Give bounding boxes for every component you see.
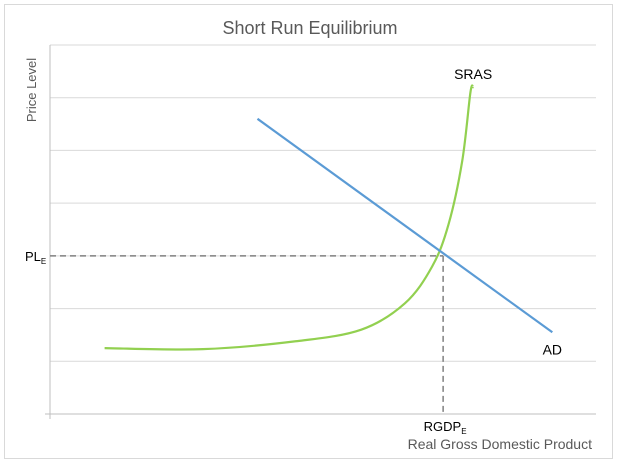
series-labels: SRAS AD xyxy=(454,66,562,357)
price-tick-label: PLE xyxy=(25,249,46,266)
equilibrium-tick-labels: PLE RGDPE xyxy=(25,249,467,436)
chart-frame xyxy=(4,4,613,459)
series-label-ad: AD xyxy=(543,341,562,357)
series-label-sras: SRAS xyxy=(454,66,492,82)
series-lines xyxy=(104,84,553,351)
series-line-sras xyxy=(104,84,475,351)
equilibrium-guides xyxy=(50,255,444,414)
series-line-ad xyxy=(256,117,553,334)
chart-title: Short Run Equilibrium xyxy=(222,18,397,38)
output-tick-label: RGDPE xyxy=(424,419,467,436)
y-axis-label: Price Level xyxy=(24,58,39,122)
gridlines xyxy=(50,44,596,362)
x-axis-label: Real Gross Domestic Product xyxy=(408,436,593,452)
